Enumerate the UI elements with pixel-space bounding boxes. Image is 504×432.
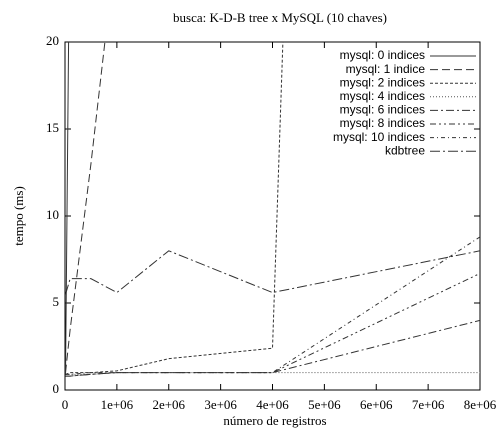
x-axis-label: número de registros [223, 413, 326, 428]
x-tick-label: 6e+06 [360, 397, 393, 412]
y-tick-label: 5 [53, 294, 60, 309]
y-tick-label: 10 [46, 207, 59, 222]
x-tick-label: 3e+06 [204, 397, 237, 412]
y-tick-label: 0 [53, 381, 60, 396]
y-axis-label: tempo (ms) [11, 186, 26, 246]
series-line [65, 42, 284, 375]
plot-lines [65, 42, 480, 377]
x-tick-label: 5e+06 [308, 397, 341, 412]
y-tick-label: 15 [46, 120, 59, 135]
x-tick-label: 2e+06 [152, 397, 185, 412]
series-line [65, 42, 106, 373]
x-tick-label: 4e+06 [256, 397, 289, 412]
x-tick-label: 0 [62, 397, 69, 412]
legend-label: mysql: 6 indices [340, 103, 425, 117]
x-tick-label: 7e+06 [412, 397, 445, 412]
legend-label: mysql: 10 indices [333, 130, 425, 144]
legend-label: mysql: 1 indice [346, 62, 426, 76]
legend-label: mysql: 4 indices [340, 89, 425, 103]
x-tick-label: 1e+06 [101, 397, 134, 412]
series-line [65, 272, 480, 377]
y-tick-label: 20 [46, 33, 59, 48]
series-line [65, 236, 480, 375]
x-tick-label: 8e+06 [464, 397, 497, 412]
legend-label: kdbtree [385, 143, 425, 157]
chart-title: busca: K-D-B tree x MySQL (10 chaves) [173, 10, 387, 25]
legend-label: mysql: 2 indices [340, 75, 425, 89]
legend-label: mysql: 8 indices [340, 116, 425, 130]
legend-label: mysql: 0 indices [340, 48, 425, 62]
